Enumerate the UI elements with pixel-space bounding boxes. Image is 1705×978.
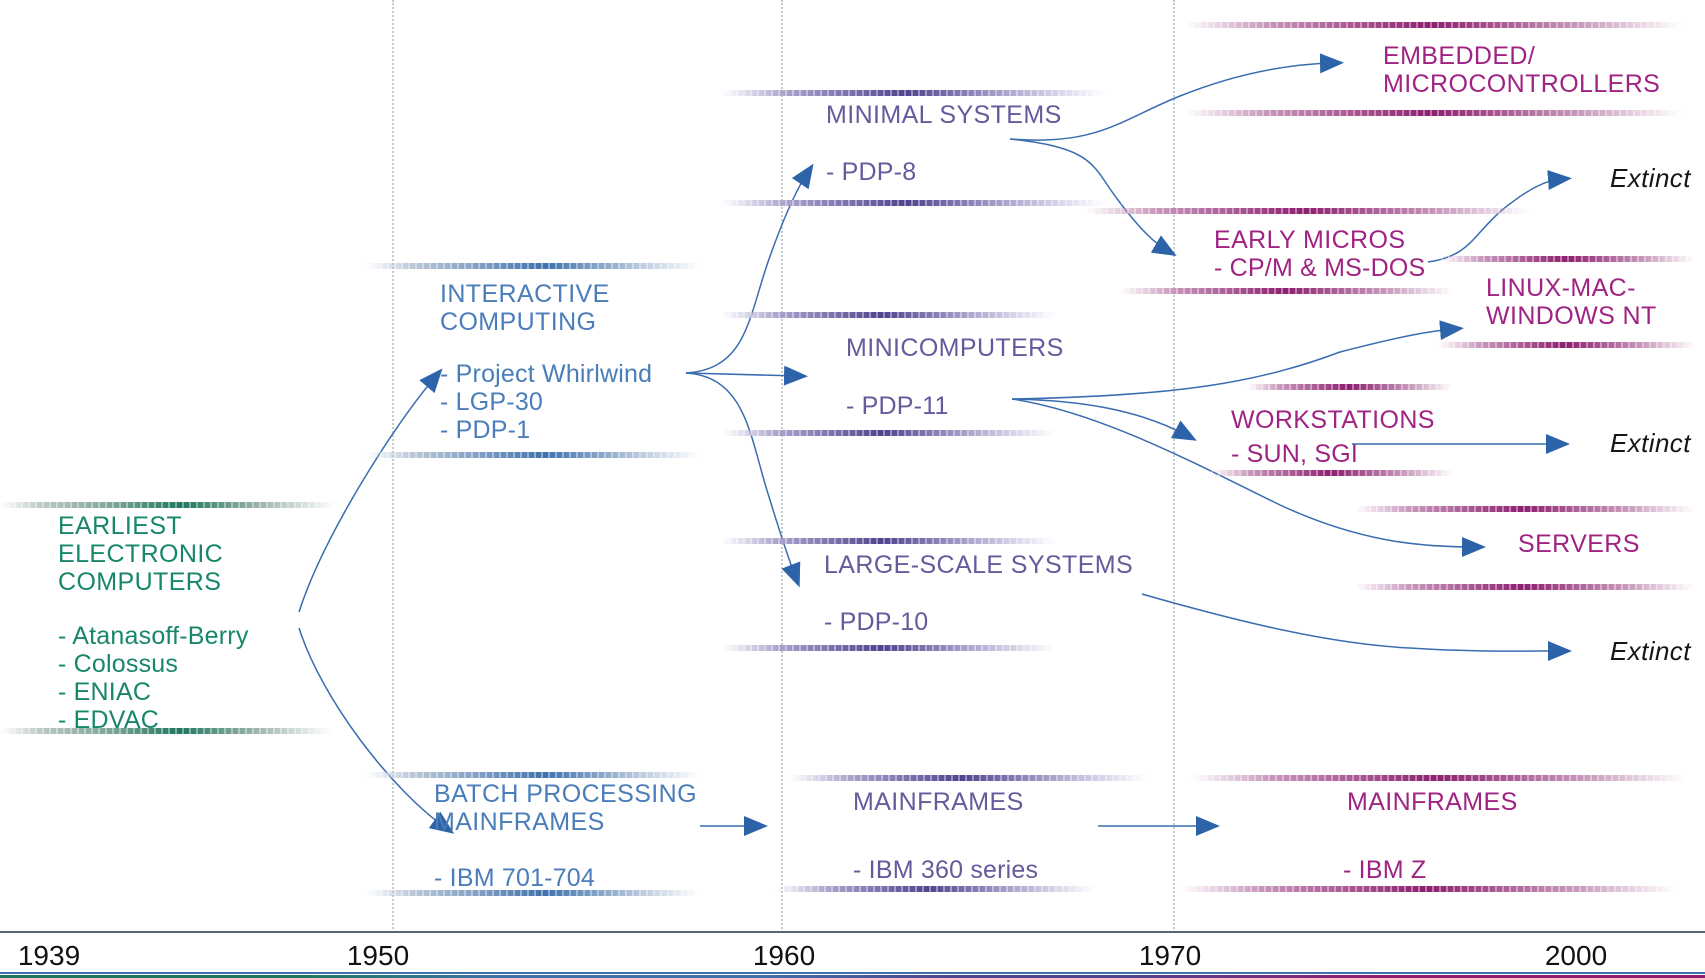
arrow-earliest-electronic-computers-to-interactive-computing <box>298 368 443 613</box>
node-servers-title: SERVERS <box>1518 530 1640 558</box>
node-large-scale-systems-items: - PDP-10 <box>824 608 928 636</box>
arrow-interactive-computing-to-minimal-systems <box>685 163 814 374</box>
era-bar <box>1085 208 1543 214</box>
era-bar <box>0 502 350 508</box>
era-bar <box>1247 384 1459 390</box>
list-item: - Atanasoff-Berry <box>58 622 249 650</box>
list-item: - SUN, SGI <box>1231 440 1359 468</box>
arrow-interactive-computing-to-large-scale-systems <box>685 372 801 588</box>
extinct-label-3: Extinct <box>1610 636 1691 666</box>
list-item: - PDP-11 <box>846 392 949 420</box>
era-bar <box>1439 342 1703 348</box>
era-bar <box>366 890 710 896</box>
arrow-minicomputers-to-servers <box>1011 398 1486 557</box>
era-bar <box>366 452 710 458</box>
era-bar <box>1355 506 1705 512</box>
node-mainframes-2000s-items: - IBM Z <box>1343 856 1426 884</box>
era-bar <box>1185 110 1697 116</box>
list-item: - IBM Z <box>1343 856 1427 884</box>
list-item: - PDP-1 <box>440 416 531 444</box>
node-earliest-electronic-computers-items: - Atanasoff-Berry - Colossus - ENIAC - E… <box>58 622 249 734</box>
era-bar <box>1180 886 1692 892</box>
list-item: - IBM 701-704 <box>434 864 596 892</box>
era-bar <box>790 775 1162 781</box>
list-item: - PDP-8 <box>826 158 917 186</box>
node-mainframes-1960s-items: - IBM 360 series <box>853 856 1038 884</box>
year-label-1960: 1960 <box>752 940 816 971</box>
node-batch-processing-mainframes-title: BATCH PROCESSING MAINFRAMES <box>434 780 697 836</box>
era-bar <box>0 728 346 734</box>
arrow-minicomputers-to-linux-mac-windows-nt <box>1011 320 1464 400</box>
node-embedded-microcontrollers-title: EMBEDDED/ MICROCONTROLLERS <box>1383 42 1661 98</box>
arrow-minicomputers-to-workstations <box>1011 398 1197 441</box>
gridline-1950 <box>392 0 394 933</box>
node-minimal-systems-items: - PDP-8 <box>826 158 916 186</box>
list-item: - ENIAC <box>58 678 152 706</box>
node-interactive-computing-items: - Project Whirlwind - LGP-30 - PDP-1 <box>440 360 652 444</box>
gridline-1970 <box>1173 0 1175 933</box>
node-early-micros-title: EARLY MICROS <box>1214 226 1406 254</box>
era-bar <box>1191 775 1701 781</box>
arrow-minimal-systems-to-embedded-microcontrollers <box>1009 53 1344 141</box>
arrow-minimal-systems-to-early-micros <box>1009 138 1177 257</box>
era-bar <box>366 263 710 269</box>
node-minicomputers-items: - PDP-11 <box>846 392 949 420</box>
node-workstations-title: WORKSTATIONS <box>1231 406 1435 434</box>
era-bar <box>722 200 1122 206</box>
era-bar <box>1355 584 1705 590</box>
node-workstations-items: - SUN, SGI <box>1231 440 1358 468</box>
era-bar <box>1185 22 1697 28</box>
node-mainframes-1960s-title: MAINFRAMES <box>853 788 1024 816</box>
arrow-large-scale-systems-to-extinct-3 <box>1141 593 1572 662</box>
era-bar <box>1120 288 1464 294</box>
era-bar <box>775 886 1109 892</box>
gridline-1960 <box>781 0 783 933</box>
extinct-label-2: Extinct <box>1610 428 1691 458</box>
axis-line-bottom <box>0 972 1705 974</box>
arrow-early-micros-to-extinct-1 <box>1427 170 1572 263</box>
era-bar <box>366 772 710 778</box>
node-early-micros-items: - CP/M & MS-DOS <box>1214 254 1425 282</box>
node-mainframes-2000s-title: MAINFRAMES <box>1347 788 1518 816</box>
axis-line-top <box>0 931 1705 933</box>
node-large-scale-systems-title: LARGE-SCALE SYSTEMS <box>824 551 1134 579</box>
era-bar <box>1211 470 1461 476</box>
era-bar <box>722 90 1122 96</box>
arrow-interactive-computing-to-minicomputers <box>685 365 808 386</box>
era-bar <box>722 645 1070 651</box>
year-label-1970: 1970 <box>1138 940 1202 971</box>
era-color-strip <box>0 975 1705 978</box>
extinct-label-1: Extinct <box>1610 163 1691 193</box>
era-bar <box>722 538 1070 544</box>
list-item: - Colossus <box>58 650 179 678</box>
list-item: - LGP-30 <box>440 388 544 416</box>
era-bar <box>722 312 1070 318</box>
list-item: - IBM 360 series <box>853 856 1039 884</box>
arrow-earliest-electronic-computers-to-batch-processing-mainframes <box>298 627 455 834</box>
year-label-2000: 2000 <box>1544 940 1608 971</box>
list-item: - CP/M & MS-DOS <box>1214 254 1426 282</box>
node-minimal-systems-title: MINIMAL SYSTEMS <box>826 101 1062 129</box>
node-batch-processing-mainframes-items: - IBM 701-704 <box>434 864 595 892</box>
list-item: - PDP-10 <box>824 608 929 636</box>
node-linux-mac-windows-nt-title: LINUX-MAC- WINDOWS NT <box>1486 274 1657 330</box>
list-item: - Project Whirlwind <box>440 360 653 388</box>
era-bar <box>1441 256 1703 262</box>
node-earliest-electronic-computers-title: EARLIEST ELECTRONIC COMPUTERS <box>58 512 224 596</box>
year-label-1950: 1950 <box>346 940 410 971</box>
node-interactive-computing-title: INTERACTIVE COMPUTING <box>440 280 610 336</box>
year-label-1939: 1939 <box>17 940 81 971</box>
era-bar <box>722 430 1070 436</box>
node-minicomputers-title: MINICOMPUTERS <box>846 334 1064 362</box>
